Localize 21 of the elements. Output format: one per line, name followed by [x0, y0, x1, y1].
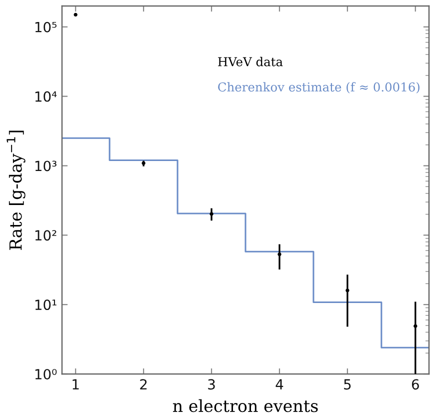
y-axis-title: Rate [g-day$^{−1}$]: [6, 130, 26, 250]
y-tick-label: 10⁴: [35, 91, 57, 102]
x-axis-title: n electron events: [172, 399, 318, 412]
y-tick-label: 10³: [35, 160, 56, 172]
x-tick-label: 3: [208, 379, 215, 390]
y-tick-label: 10²: [35, 230, 56, 241]
x-tick-label: 5: [344, 379, 351, 390]
x-tick-label: 6: [412, 379, 419, 390]
point: [346, 288, 350, 292]
x-tick-label: 1: [72, 379, 79, 390]
x-tick-label: 2: [140, 379, 147, 390]
x-tick-label: 4: [276, 379, 284, 390]
text: Cherenkov estimate (f ≈ 0.0016): [218, 82, 420, 94]
text: HVeV data: [218, 56, 283, 66]
point: [414, 324, 418, 328]
y-tick-label: 10¹: [35, 300, 56, 310]
point: [74, 12, 78, 17]
y-tick-label: 10⁵: [35, 22, 56, 32]
y-tick-label: 10⁰: [35, 368, 57, 380]
point: [278, 252, 282, 256]
point: [210, 212, 214, 216]
